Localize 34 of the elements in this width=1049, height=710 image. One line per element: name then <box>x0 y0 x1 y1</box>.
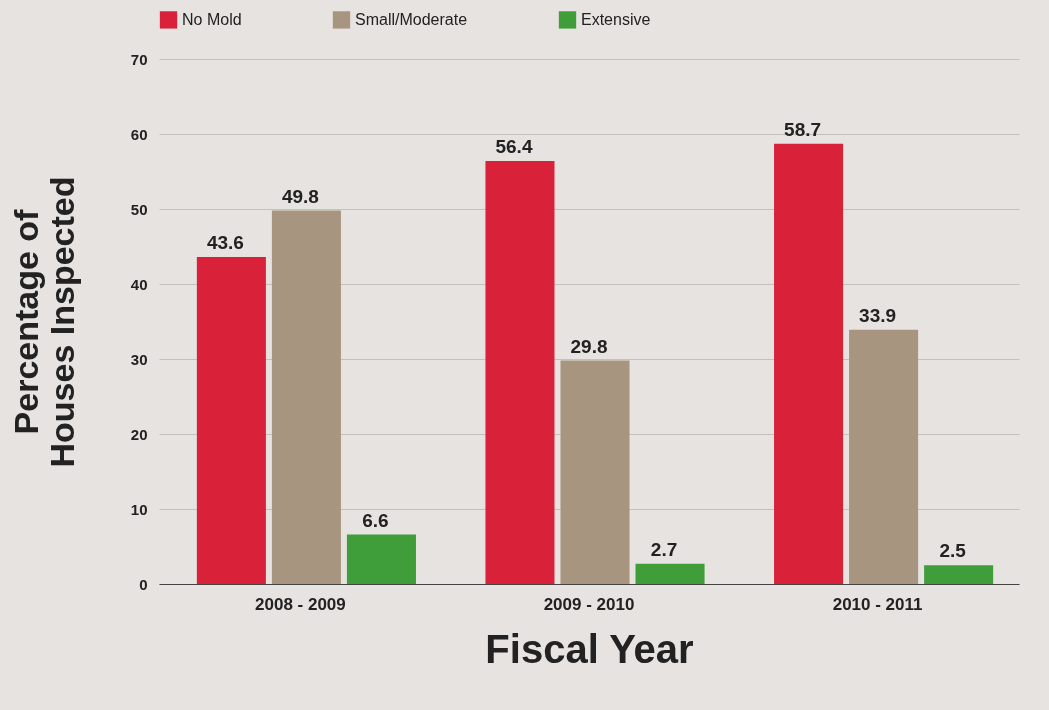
bar <box>196 257 266 584</box>
y-tick-label: 60 <box>130 125 148 143</box>
data-label: 2.5 <box>939 540 967 562</box>
y-axis-title: Percentage of Houses Inspected <box>6 176 81 468</box>
data-label: 43.6 <box>206 232 244 253</box>
bar <box>774 143 844 584</box>
data-label: 29.8 <box>570 335 608 357</box>
y-tick-label: 40 <box>130 275 148 293</box>
y-tick-label: 10 <box>130 500 148 518</box>
y-tick-label: 20 <box>130 425 148 443</box>
data-label: 49.8 <box>281 185 319 207</box>
y-tick-label: 30 <box>130 350 148 368</box>
data-label: 56.4 <box>495 136 533 157</box>
bar <box>560 360 630 584</box>
legend-label: Extensive <box>581 10 651 28</box>
data-label: 2.7 <box>650 538 678 560</box>
data-label: 6.6 <box>362 509 389 531</box>
x-axis-title: Fiscal Year <box>485 626 694 671</box>
bar <box>924 565 994 584</box>
bar <box>635 563 705 584</box>
data-label: 33.9 <box>859 304 897 326</box>
y-tick-label: 0 <box>139 575 148 593</box>
bar <box>271 210 341 584</box>
x-tick-label: 2010 - 2011 <box>832 594 923 614</box>
bar <box>346 534 416 584</box>
x-tick-label: 2009 - 2010 <box>543 594 635 614</box>
legend-label: Small/Moderate <box>355 10 468 28</box>
bar <box>849 329 919 584</box>
y-tick-label: 70 <box>130 50 148 68</box>
data-label: 58.7 <box>784 118 822 140</box>
y-tick-label: 50 <box>130 200 148 218</box>
legend-label: No Mold <box>182 10 242 28</box>
x-tick-label: 2008 - 2009 <box>255 594 346 614</box>
bar <box>485 161 555 584</box>
